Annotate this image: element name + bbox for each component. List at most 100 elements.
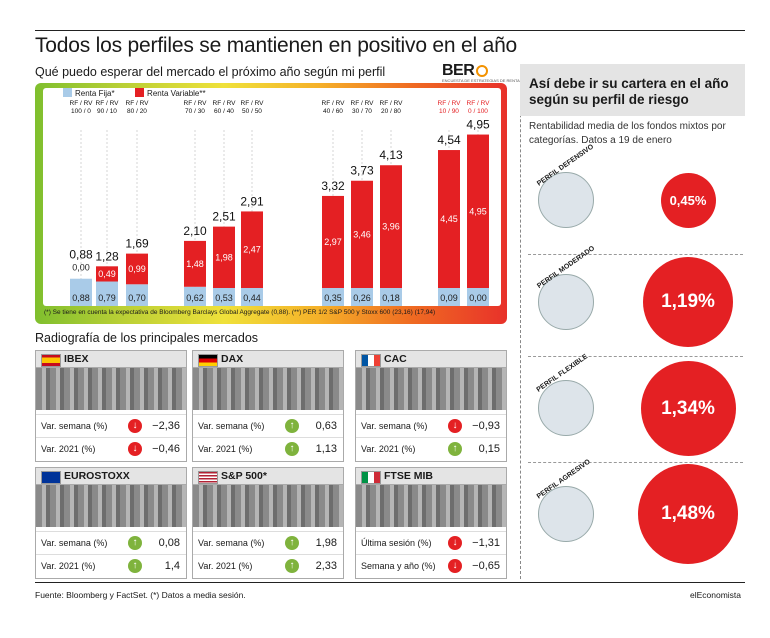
market-card-header: CAC [356, 351, 506, 368]
market-row: Var. 2021 (%) ↑ 0,15 [356, 437, 506, 460]
market-photo [356, 485, 506, 527]
logo-text: BER [442, 62, 475, 79]
market-name: FTSE MIB [384, 470, 433, 482]
market-row-value: 1,98 [315, 537, 337, 549]
flag-icon [361, 354, 381, 367]
markets-title: Radiografía de los principales mercados [35, 331, 259, 345]
market-card-header: EUROSTOXX [36, 468, 186, 485]
market-row-label: Var. semana (%) [361, 421, 428, 431]
market-name: DAX [221, 353, 244, 365]
market-name: EUROSTOXX [64, 470, 130, 482]
market-photo [193, 368, 343, 410]
ber-logo: BER [442, 62, 489, 80]
chart-legend: Renta Fija* Renta Variable** [63, 88, 206, 98]
market-card-ibex: IBEX Var. semana (%) ↓ −2,36 Var. 2021 (%) ↓ −… [35, 350, 187, 462]
market-row: Var. 2021 (%) ↑ 2,33 [193, 554, 343, 577]
source-note: Fuente: Bloomberg y FactSet. (*) Datos a… [35, 590, 246, 600]
brand-name: elEconomista [690, 590, 742, 600]
arrow-down-icon: ↓ [128, 419, 142, 433]
arrow-down-icon: ↓ [128, 442, 142, 456]
market-card-header: FTSE MIB [356, 468, 506, 485]
runner-icon [538, 274, 594, 330]
market-row-value: −0,65 [472, 560, 500, 572]
market-card-eurostoxx: EUROSTOXX Var. semana (%) ↑ 0,08 Var. 2021 (… [35, 467, 187, 579]
profile-value: 0,45% [669, 192, 707, 208]
logo-subtext: ENCUESTA DE ESTRATEGIAS DE RENTABILIDAD [442, 78, 536, 83]
runner-icon [538, 486, 594, 542]
legend-label-variable: Renta Variable** [147, 89, 206, 98]
market-row: Semana y año (%) ↓ −0,65 [356, 554, 506, 577]
arrow-up-icon: ↑ [448, 442, 462, 456]
market-row-value: 1,13 [315, 443, 337, 455]
runner-icon [538, 380, 594, 436]
market-row-value: −0,93 [472, 420, 500, 432]
market-row: Var. 2021 (%) ↑ 1,4 [36, 554, 186, 577]
market-row-label: Var. 2021 (%) [41, 561, 96, 571]
bottom-rule [35, 582, 745, 583]
profile-value: 1,48% [661, 503, 715, 524]
arrow-up-icon: ↑ [285, 559, 299, 573]
flag-icon [41, 471, 61, 484]
market-row-label: Última sesión (%) [361, 538, 432, 548]
top-rule [35, 30, 745, 31]
market-photo [193, 485, 343, 527]
market-row: Última sesión (%) ↓ −1,31 [356, 531, 506, 554]
profile-2: PERFIL MODERADO 1,19% [528, 245, 743, 357]
legend-swatch-fija [63, 88, 72, 97]
arrow-down-icon: ↓ [448, 536, 462, 550]
legend-swatch-variable [135, 88, 145, 97]
market-row: Var. semana (%) ↑ 0,63 [193, 414, 343, 437]
sidebar [520, 64, 746, 579]
arrow-up-icon: ↑ [285, 536, 299, 550]
flag-icon [198, 471, 218, 484]
market-row-label: Var. semana (%) [198, 421, 265, 431]
market-name: S&P 500* [221, 470, 267, 482]
market-card-sp500: S&P 500* Var. semana (%) ↑ 1,98 Var. 2021 (%… [192, 467, 344, 579]
arrow-down-icon: ↓ [448, 559, 462, 573]
profile-3: PERFIL FLEXIBLE 1,34% [528, 353, 743, 463]
market-row-label: Var. semana (%) [41, 538, 108, 548]
market-row-value: −1,31 [472, 537, 500, 549]
runner-icon [538, 172, 594, 228]
flag-icon [41, 354, 61, 367]
market-row: Var. semana (%) ↑ 0,08 [36, 531, 186, 554]
market-row: Var. 2021 (%) ↓ −0,46 [36, 437, 186, 460]
profile-value-bubble: 0,45% [660, 172, 716, 228]
profile-value: 1,34% [661, 397, 715, 419]
profile-1: PERFIL DEFENSIVO 0,45% [528, 143, 743, 255]
profile-value-bubble: 1,34% [640, 360, 736, 456]
market-card-header: DAX [193, 351, 343, 368]
market-row-label: Var. 2021 (%) [41, 444, 96, 454]
market-row-value: −2,36 [152, 420, 180, 432]
market-row: Var. semana (%) ↑ 1,98 [193, 531, 343, 554]
market-photo [36, 485, 186, 527]
market-card-cac: CAC Var. semana (%) ↓ −0,93 Var. 2021 (%) ↑ 0,… [355, 350, 507, 462]
arrow-up-icon: ↑ [285, 442, 299, 456]
page-title: Todos los perfiles se mantienen en posit… [35, 34, 518, 57]
arrow-up-icon: ↑ [128, 536, 142, 550]
market-card-header: S&P 500* [193, 468, 343, 485]
legend-label-fija: Renta Fija* [75, 89, 115, 98]
profile-value-bubble: 1,19% [643, 257, 733, 347]
market-row-value: 0,08 [158, 537, 180, 549]
market-row: Var. semana (%) ↓ −2,36 [36, 414, 186, 437]
profile-value: 1,19% [661, 291, 715, 312]
market-row: Var. 2021 (%) ↑ 1,13 [193, 437, 343, 460]
sidebar-title: Así debe ir su cartera en el año según s… [529, 76, 729, 107]
market-row-value: 0,15 [478, 443, 500, 455]
market-row-label: Semana y año (%) [361, 561, 436, 571]
sidebar-description: Rentabilidad media de los fondos mixtos … [529, 121, 726, 146]
market-card-dax: DAX Var. semana (%) ↑ 0,63 Var. 2021 (%) ↑ 1,1… [192, 350, 344, 462]
market-card-ftsemib: FTSE MIB Última sesión (%) ↓ −1,31 Semana y … [355, 467, 507, 579]
market-row-label: Var. 2021 (%) [361, 444, 416, 454]
sidebar-header [520, 64, 745, 116]
market-photo [36, 368, 186, 410]
market-row-value: 1,4 [164, 560, 180, 572]
flag-icon [198, 354, 218, 367]
chart-panel-inner [43, 88, 501, 306]
market-row-value: 2,33 [315, 560, 337, 572]
flag-icon [361, 471, 381, 484]
market-row-label: Var. 2021 (%) [198, 561, 253, 571]
chart-footnote: (*) Se tiene en cuenta la expectativa de… [44, 309, 436, 316]
chart-subtitle: Qué puedo esperar del mercado el próximo… [35, 65, 386, 79]
